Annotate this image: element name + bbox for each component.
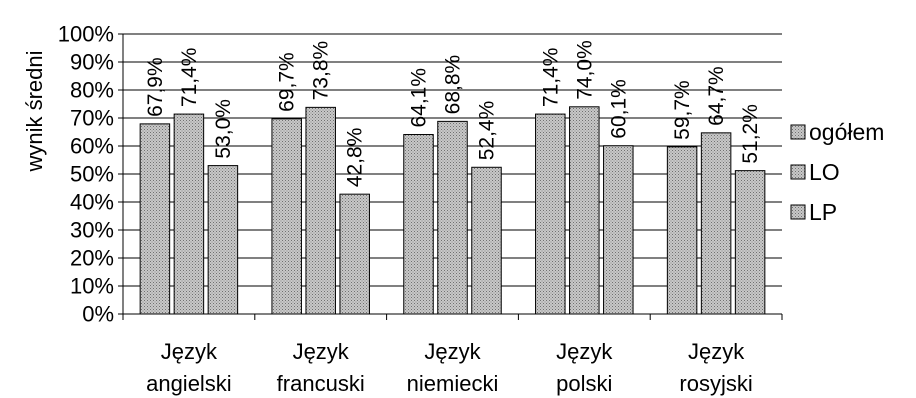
data-label: 71,4% — [178, 48, 201, 108]
legend-swatch — [790, 164, 806, 180]
x-category-label: Język — [424, 339, 481, 364]
data-label: 59,7% — [671, 80, 694, 140]
bar-LP-3 — [603, 145, 634, 315]
legend-label: LP — [809, 199, 837, 225]
legend-label: LO — [809, 159, 840, 185]
x-category-label: niemiecki — [407, 371, 499, 396]
x-category-label: angielski — [146, 371, 232, 396]
bar-ogółem-0 — [139, 123, 171, 315]
bar-LO-4 — [700, 132, 732, 315]
legend-swatch — [790, 124, 806, 140]
y-tick-label: 20% — [70, 246, 114, 271]
x-category-label: rosyjski — [679, 371, 752, 396]
y-tick-label: 90% — [70, 50, 114, 75]
bar-LP-0 — [207, 165, 239, 315]
y-tick-label: 100% — [58, 22, 114, 47]
y-tick-label: 60% — [70, 134, 114, 159]
data-label: 67,9% — [144, 57, 167, 117]
bar-ogółem-2 — [403, 134, 434, 315]
y-axis-label: wynik średni — [22, 50, 47, 172]
data-label: 73,8% — [310, 41, 333, 101]
bar-LO-1 — [305, 106, 336, 315]
bar-ogółem-3 — [535, 113, 566, 315]
x-category-label: Język — [688, 339, 745, 364]
bar-LP-4 — [734, 170, 766, 315]
bar-LP-1 — [339, 193, 370, 315]
x-category-label: Język — [556, 339, 613, 364]
x-category-label: Język — [293, 339, 350, 364]
bar-LO-0 — [173, 113, 205, 315]
bar-LO-3 — [569, 106, 600, 315]
x-category-label: Język — [161, 339, 218, 364]
data-label: 53,0% — [212, 99, 235, 159]
data-label: 71,4% — [539, 48, 562, 108]
data-label: 60,1% — [607, 79, 630, 139]
x-category-label: francuski — [277, 371, 365, 396]
y-tick-label: 70% — [70, 106, 114, 131]
y-tick-label: 80% — [70, 78, 114, 103]
bars — [139, 106, 766, 315]
x-axis: Język angielski Język francuski Język niemiec… — [122, 34, 783, 396]
data-label: 74,0% — [573, 40, 596, 100]
y-tick-label: 30% — [70, 218, 114, 243]
y-tick-label: 40% — [70, 190, 114, 215]
data-label: 64,1% — [408, 68, 431, 128]
y-tick-label: 10% — [70, 274, 114, 299]
legend: ogółem LO LP — [790, 119, 884, 225]
legend-swatch — [790, 204, 806, 220]
data-label: 68,8% — [442, 55, 465, 115]
x-category-label: polski — [556, 371, 612, 396]
data-label: 42,8% — [344, 128, 367, 188]
data-label: 52,4% — [476, 101, 499, 161]
bar-ogółem-1 — [271, 118, 302, 315]
y-tick-label: 50% — [70, 162, 114, 187]
legend-label: ogółem — [809, 119, 884, 145]
data-label: 69,7% — [276, 52, 299, 112]
data-label: 51,2% — [739, 104, 762, 164]
y-tick-label: 0% — [82, 302, 114, 327]
bar-LP-2 — [471, 166, 502, 315]
data-label: 64,7% — [705, 66, 728, 126]
bar-LO-2 — [437, 120, 468, 315]
data-labels: 67,9% 71,4% 53,0% 69,7% 73,8% 42,8% 64,1% 68,8%… — [144, 40, 762, 187]
bar-ogółem-4 — [666, 146, 698, 315]
y-axis-ticks: 0% 10% 20% 30% 40% 50% 60% 70% 80% 90% 100% — [58, 22, 123, 327]
